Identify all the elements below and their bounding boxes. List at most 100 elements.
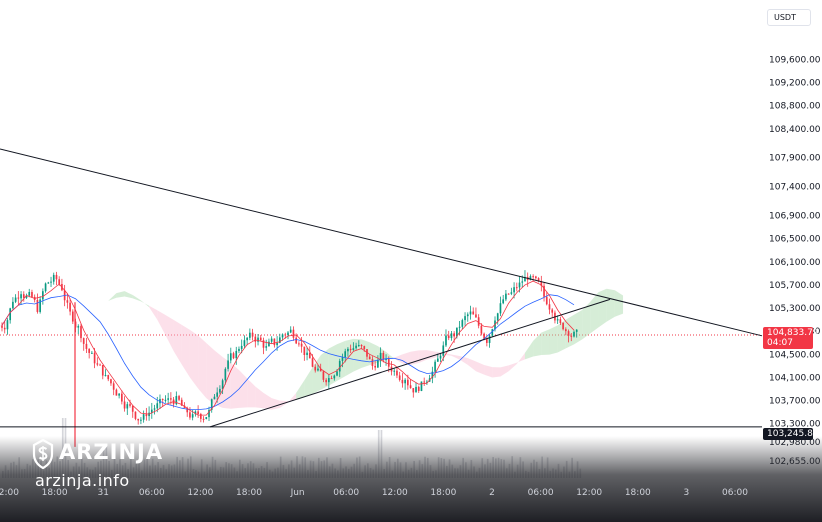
candle-body — [333, 375, 336, 379]
candle-body — [298, 343, 300, 345]
price-tick-label: 104,500.00 — [769, 350, 821, 360]
candle-body — [545, 296, 548, 305]
candle-body — [80, 326, 82, 339]
candle-body — [197, 411, 199, 414]
candle-body — [273, 338, 276, 346]
time-tick-label: 06:00 — [722, 488, 748, 498]
descending-trendline[interactable] — [0, 148, 763, 337]
candle-body — [96, 363, 99, 365]
cloud-segment — [173, 319, 182, 365]
price-tick-label: 103,300.00 — [769, 420, 821, 430]
time-tick-label: 18:00 — [42, 488, 68, 498]
cloud-segment — [312, 355, 321, 394]
kijun-line — [1, 294, 575, 410]
candle-body — [295, 337, 298, 344]
candle-body — [287, 332, 289, 336]
candle-body — [407, 379, 409, 386]
bottom-fade — [0, 436, 822, 522]
candle-body — [191, 414, 194, 418]
candle-body — [36, 299, 39, 312]
candle-body — [336, 371, 338, 376]
time-tick-label: 12:00 — [0, 488, 19, 498]
cloud-segment — [614, 290, 624, 317]
brand-url: arzinja.info — [35, 471, 130, 490]
candle-body — [246, 337, 248, 341]
cloud-segment — [198, 335, 207, 399]
candle-body — [118, 393, 120, 396]
candle-body — [156, 403, 159, 409]
candle-body — [300, 343, 303, 347]
cloud-segment — [108, 293, 117, 301]
candle-body — [537, 278, 540, 282]
cloud-segment — [116, 291, 125, 298]
time-tick-label: 12:00 — [382, 488, 408, 498]
candle-body — [436, 358, 439, 362]
candle-body — [180, 399, 183, 406]
candle-body — [401, 379, 404, 384]
ascending-trendline[interactable] — [209, 298, 611, 428]
candle-body — [123, 401, 126, 409]
candle-body — [77, 326, 80, 328]
candle-body — [398, 375, 401, 380]
cloud-segment — [67, 312, 76, 326]
candle-body — [137, 418, 140, 421]
candle-body — [573, 331, 575, 337]
candle-body — [240, 345, 243, 349]
candle-body — [164, 399, 167, 401]
candle-body — [423, 381, 426, 383]
candle-body — [292, 329, 295, 338]
candle-body — [235, 350, 238, 359]
candle-body — [524, 276, 526, 282]
candle-body — [491, 329, 494, 336]
candle-body — [112, 383, 115, 390]
cloud-segment — [549, 325, 558, 355]
price-tick-label: 106,900.00 — [769, 212, 821, 222]
candle-body — [202, 418, 205, 420]
candle-body — [360, 345, 363, 347]
candle-body — [374, 365, 377, 368]
currency-label[interactable]: USDT — [767, 9, 811, 26]
cloud-segment — [157, 310, 166, 336]
candle-body — [22, 294, 25, 298]
candle-body — [379, 352, 382, 361]
candle-body — [412, 388, 415, 393]
candle-body — [210, 399, 213, 410]
candle-body — [442, 345, 445, 356]
candle-body — [447, 335, 450, 339]
candle-body — [232, 353, 235, 359]
candle-body — [322, 371, 325, 380]
tenkan-line — [1, 280, 575, 416]
candle-body — [505, 293, 507, 300]
candle-body — [39, 299, 41, 312]
cloud-segment — [140, 300, 150, 308]
candle-body — [208, 409, 210, 418]
candle-body — [518, 282, 521, 288]
last-price-value: 104,833.79 — [767, 328, 819, 338]
candle-body — [199, 413, 202, 419]
candle-body — [3, 327, 6, 330]
candle-body — [556, 319, 559, 321]
candle-body — [140, 419, 142, 421]
candle-body — [439, 355, 442, 359]
cloud-segment — [328, 344, 338, 386]
cloud-segment — [132, 295, 141, 302]
candle-body — [330, 378, 333, 380]
candle-body — [52, 274, 55, 282]
time-tick-label: 18:00 — [236, 488, 262, 498]
candle-body — [477, 317, 480, 326]
candle-body — [134, 411, 137, 419]
price-axis: 109,600.00 109,200.00 108,800.00 108,400.00… — [769, 55, 821, 467]
candle-body — [9, 308, 12, 321]
candle-body — [480, 325, 483, 334]
candle-body — [551, 309, 554, 313]
candle-body — [14, 297, 17, 302]
cloud-segment — [475, 361, 485, 375]
cloud-segment — [582, 301, 591, 340]
cloud-segment — [100, 300, 109, 305]
cloud-segment — [500, 365, 509, 377]
cloud-segment — [467, 358, 476, 372]
price-tick-label: 108,800.00 — [769, 102, 821, 112]
candle-body — [349, 348, 352, 351]
cloud-segment — [345, 338, 354, 377]
